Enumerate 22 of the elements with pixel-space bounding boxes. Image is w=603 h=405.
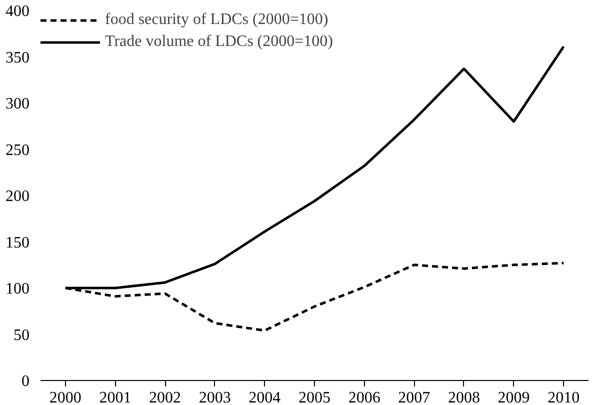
legend-label: food security of LDCs (2000=100) xyxy=(105,11,328,29)
x-tick-label: 2008 xyxy=(448,390,480,405)
x-tick-label: 2002 xyxy=(149,390,182,405)
y-tick-label: 350 xyxy=(6,49,30,66)
x-tick-label: 2009 xyxy=(498,390,530,405)
y-tick-label: 0 xyxy=(22,373,30,390)
x-tick-label: 2000 xyxy=(49,390,82,405)
legend-label: Trade volume of LDCs (2000=100) xyxy=(105,33,333,51)
y-tick-label: 150 xyxy=(6,234,30,252)
x-tick-label: 2010 xyxy=(548,390,580,405)
x-tick-label: 2005 xyxy=(298,390,330,405)
y-tick-label: 300 xyxy=(6,96,30,112)
x-tick-label: 2006 xyxy=(348,390,380,405)
x-tick-label: 2007 xyxy=(398,390,430,405)
y-tick-label: 400 xyxy=(6,3,30,20)
x-tick-label: 2003 xyxy=(198,390,231,405)
x-tick-label: 2004 xyxy=(248,390,281,405)
y-tick-label: 200 xyxy=(6,188,30,205)
y-tick-label: 50 xyxy=(14,326,30,344)
y-tick-label: 100 xyxy=(6,280,30,298)
x-tick-label: 2001 xyxy=(99,390,132,405)
y-tick-label: 250 xyxy=(6,142,30,159)
